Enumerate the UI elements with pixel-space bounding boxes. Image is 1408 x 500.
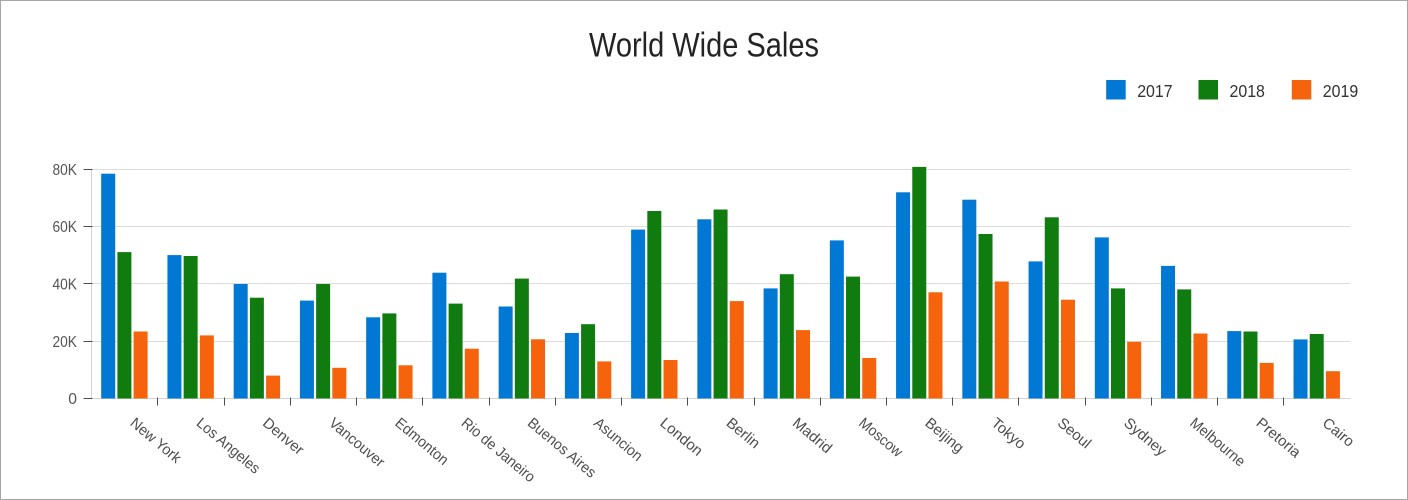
svg-text:World Wide Sales: World Wide Sales [589,27,819,65]
svg-text:40K: 40K [53,277,78,294]
svg-text:2017: 2017 [1137,81,1172,101]
svg-text:2018: 2018 [1230,81,1265,101]
svg-text:0: 0 [68,391,77,408]
svg-text:2019: 2019 [1323,81,1358,101]
svg-text:20K: 20K [53,334,78,351]
svg-text:80K: 80K [53,162,78,179]
svg-text:60K: 60K [53,219,78,236]
